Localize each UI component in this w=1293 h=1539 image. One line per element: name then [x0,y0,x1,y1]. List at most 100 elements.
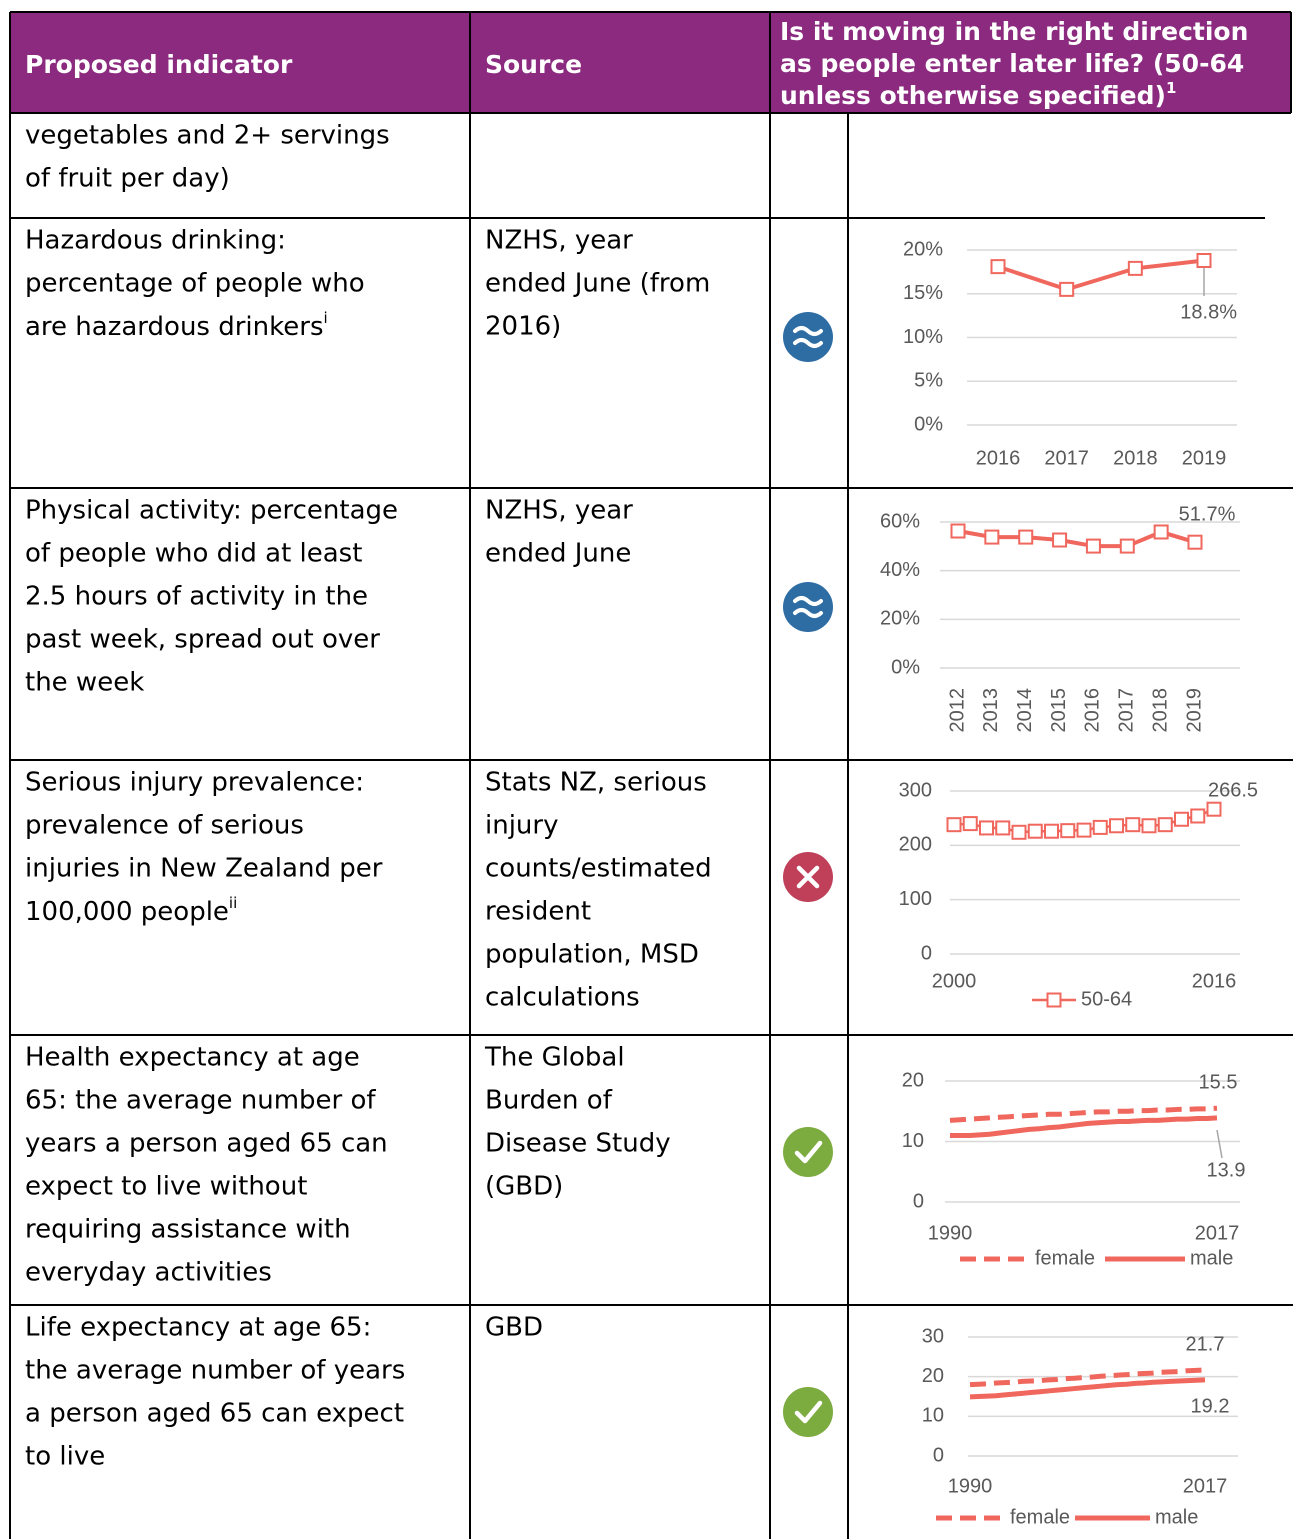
data-marker [1059,281,1075,297]
indicator-text: Health expectancy at age [25,1043,360,1073]
header-cell: unless otherwise specified)1 [780,79,1176,111]
data-marker [1157,817,1173,833]
status-icon [783,1387,833,1437]
y-tick-label: 0 [933,1444,944,1466]
superscript: ii [229,894,237,912]
indicator-text: requiring assistance with [25,1215,351,1245]
data-marker [1125,817,1141,833]
x-tick-label: 2017 [1195,1222,1240,1244]
y-tick-label: 0 [921,942,932,964]
x-tick-label: 2012 [946,688,968,733]
x-tick-label: 2000 [932,970,977,992]
data-marker [1018,529,1034,545]
x-tick-label: 1990 [948,1475,993,1497]
data-label: 18.8% [1180,301,1237,323]
data-marker [990,259,1006,275]
data-line [950,1115,1218,1138]
x-tick-label: 2017 [1044,447,1089,469]
data-marker [1052,532,1068,548]
header-cell: Source [485,50,582,79]
data-label: 21.7 [1186,1333,1225,1355]
superscript: 1 [1166,79,1176,97]
legend-label: male [1155,1506,1198,1528]
status-icon [783,852,833,902]
x-tick-label: 2017 [1183,1475,1228,1497]
data-line [949,1105,1218,1123]
source-text: NZHS, year [485,496,633,526]
source-text: injury [485,811,558,841]
y-tick-label: 30 [922,1325,944,1347]
source-text: NZHS, year [485,226,633,256]
data-label: 51.7% [1179,503,1236,525]
data-marker [1076,822,1092,838]
indicator-text: of fruit per day) [25,164,230,194]
y-tick-label: 0% [891,656,920,678]
table-borders [9,11,1293,1539]
superscript: i [324,309,328,327]
indicator-text: 2.5 hours of activity in the [25,582,368,612]
data-marker [1141,818,1157,834]
data-line [969,1367,1206,1388]
indicator-text: Life expectancy at age 65: [25,1313,371,1343]
data-marker [1109,818,1124,834]
indicator-text: injuries in New Zealand per [25,854,383,884]
indicator-text: everyday activities [25,1258,272,1288]
source-text: counts/estimated [485,854,712,884]
data-marker [1174,811,1189,827]
y-tick-label: 20 [902,1069,924,1091]
data-marker [1119,538,1135,554]
y-tick-label: 0 [913,1190,924,1212]
data-marker [1085,538,1101,554]
x-tick-label: 2016 [1082,688,1104,733]
y-tick-label: 10% [903,326,943,348]
status-icon [783,1127,833,1177]
x-tick-label: 2017 [1116,688,1138,733]
data-marker [1190,808,1206,824]
indicator-text: 65: the average number of [25,1086,376,1116]
indicator-text: the average number of years [25,1356,405,1386]
y-tick-label: 60% [880,510,920,532]
data-marker [1044,823,1059,839]
data-marker [1092,819,1108,835]
y-tick-label: 20% [880,608,920,630]
legend-label: male [1190,1247,1233,1269]
indicator-text: to live [25,1442,105,1472]
indicator-text: Physical activity: percentage [25,496,398,526]
data-marker [984,529,1000,545]
x-tick-label: 1990 [928,1222,973,1244]
legend-label: female [1010,1506,1070,1528]
indicator-text: vegetables and 2+ servings [25,121,390,151]
x-tick-label: 2013 [980,688,1002,733]
data-label: 19.2 [1191,1395,1230,1417]
data-marker [950,523,966,539]
y-tick-label: 0% [914,413,943,435]
data-marker [1011,824,1027,840]
data-label: 13.9 [1207,1159,1246,1181]
legend-label: female [1035,1247,1095,1269]
data-marker [1187,534,1203,550]
x-tick-label: 2019 [1183,688,1205,733]
indicator-text: past week, spread out over [25,625,380,655]
text-line: 100,000 people [25,897,229,927]
y-tick-label: 15% [903,282,943,304]
y-tick-label: 100 [899,888,932,910]
source-text: The Global [484,1043,625,1073]
y-tick-label: 40% [880,559,920,581]
text-line: unless otherwise specified) [780,81,1166,110]
x-tick-label: 2016 [976,447,1021,469]
y-tick-label: 20% [903,238,943,260]
y-tick-label: 200 [899,834,932,856]
status-icon [783,582,833,632]
leader-line [1216,1129,1223,1159]
x-tick-label: 2018 [1149,688,1171,733]
x-tick-label: 2019 [1182,447,1227,469]
data-marker [1196,253,1212,268]
indicator-text: prevalence of serious [25,811,304,841]
source-text: 2016) [485,312,561,342]
source-text: GBD [485,1313,543,1343]
legend-marker [1046,992,1062,1008]
y-tick-label: 300 [899,779,932,801]
header-cell: Proposed indicator [25,50,293,79]
data-marker [1206,801,1222,817]
source-text: ended June [485,539,631,569]
